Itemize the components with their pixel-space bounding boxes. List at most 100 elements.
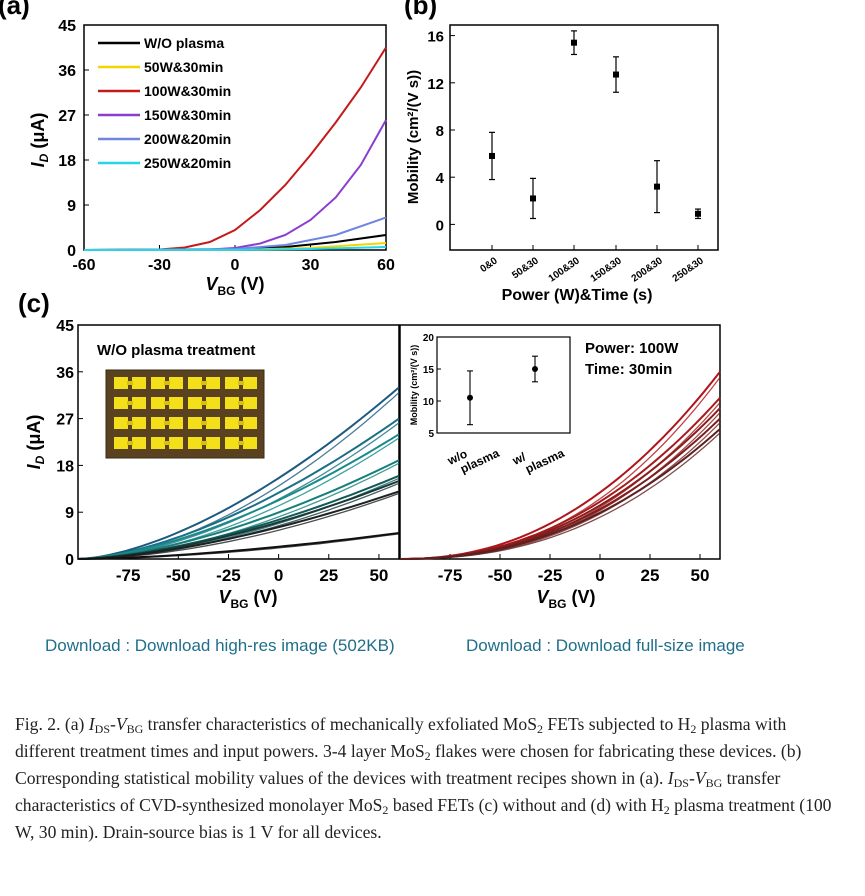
inset-ytick-label: 20 — [423, 333, 435, 344]
download-high-res-link[interactable]: Download : Download high-res image (502K… — [45, 636, 395, 655]
photo-pad — [114, 417, 128, 429]
photo-pad — [132, 417, 146, 429]
panel-a-ylabel: ID (μA) — [28, 113, 51, 168]
b-xtick-label: 100&30 — [547, 255, 582, 284]
photo-channel — [164, 381, 170, 385]
panel-d-frame — [399, 324, 721, 560]
photo-channel — [201, 381, 207, 385]
a-ytick-label: 9 — [67, 198, 76, 215]
photo-channel — [127, 401, 133, 405]
figure-caption: Fig. 2. (a) IDS-VBG transfer characteris… — [15, 714, 832, 842]
c-ytick-label: 45 — [56, 318, 74, 335]
b-point — [695, 210, 701, 217]
b-point — [613, 71, 619, 78]
c-xtick-label: -75 — [116, 566, 141, 585]
b-ytick-label: 12 — [427, 76, 444, 93]
inset-points — [467, 355, 538, 426]
a-legend-label: W/O plasma — [144, 35, 224, 51]
photo-pad — [206, 377, 220, 389]
photo-pad — [225, 397, 239, 409]
a-ytick-label: 18 — [58, 153, 76, 170]
c-series-6 — [77, 490, 400, 560]
d-xtick-label: 25 — [641, 566, 660, 585]
b-point — [654, 183, 660, 190]
b-xtick-label: 0&0 — [478, 255, 500, 275]
d-xtick-label: -50 — [488, 566, 513, 585]
photo-pad — [243, 377, 257, 389]
c-series-return-6 — [77, 492, 400, 560]
panel-label-b: (b) — [404, 0, 437, 20]
inset-category-label: w/oplasma — [444, 434, 501, 480]
photo-pad — [132, 437, 146, 449]
photo-channel — [238, 421, 244, 425]
photo-pad — [188, 437, 202, 449]
panel-b-points — [489, 30, 701, 220]
photo-pad — [243, 417, 257, 429]
device-array-photo — [105, 369, 265, 459]
d-series-3 — [400, 417, 721, 560]
panel-b-xlabel: Power (W)&Time (s) — [502, 287, 653, 304]
photo-pad — [206, 417, 220, 429]
b-ytick-label: 4 — [436, 170, 445, 187]
photo-pad — [225, 437, 239, 449]
b-xtick-label: 50&30 — [510, 255, 541, 281]
b-ytick-label: 16 — [427, 29, 444, 46]
c-xtick-label: 25 — [319, 566, 338, 585]
d-xtick-label: -75 — [438, 566, 463, 585]
photo-channel — [238, 401, 244, 405]
inset-point — [467, 394, 473, 401]
photo-pad — [132, 397, 146, 409]
inset-category-line: w/ — [509, 449, 528, 468]
d-series-return-3 — [400, 422, 721, 560]
a-xtick-label: 60 — [377, 257, 395, 274]
photo-channel — [164, 401, 170, 405]
photo-channel — [127, 421, 133, 425]
d-xtick-label: 0 — [595, 566, 604, 585]
panel-b-frame — [449, 24, 719, 251]
panel-c-ticks: -75 -50 -25 0 25 50 0 9 18 27 36 45 — [56, 318, 388, 585]
panel-d-xlabel: VBG (V) — [536, 587, 595, 611]
inset-category-label: w/plasma — [509, 434, 566, 480]
panel-a-frame — [83, 24, 387, 251]
photo-channel — [164, 421, 170, 425]
b-ytick-label: 8 — [436, 123, 444, 140]
photo-pad — [206, 437, 220, 449]
c-xtick-label: 50 — [369, 566, 388, 585]
photo-channel — [201, 441, 207, 445]
photo-channel — [127, 381, 133, 385]
c-series-0 — [77, 386, 400, 560]
c-ytick-label: 9 — [65, 505, 74, 522]
photo-pad — [151, 437, 165, 449]
b-ytick-label: 0 — [436, 217, 444, 234]
a-ytick-label: 0 — [67, 243, 76, 260]
panel-a-series — [83, 46, 387, 251]
inset-ytick-label: 15 — [423, 365, 435, 376]
d-xtick-label: 50 — [691, 566, 710, 585]
download-full-size-link[interactable]: Download : Download full-size image — [466, 636, 745, 655]
photo-pad — [188, 377, 202, 389]
b-xtick-label: 200&30 — [630, 255, 665, 284]
a-ytick-label: 27 — [58, 108, 76, 125]
panel-c-frame — [77, 324, 400, 560]
photo-pad — [225, 377, 239, 389]
panel-label-a: (a) — [0, 0, 30, 20]
panel-b-ticks: 0 4 8 12 16 0&0 50&30 100&30 150&30 200&30 250&30 — [427, 29, 706, 285]
inset-frame — [436, 336, 571, 434]
photo-pad — [114, 377, 128, 389]
photo-pad — [169, 417, 183, 429]
b-xtick-label: 250&30 — [671, 255, 706, 284]
photo-pad — [169, 377, 183, 389]
inset-ytick-label: 10 — [423, 397, 435, 408]
photo-pad — [188, 417, 202, 429]
a-series-2 — [83, 46, 387, 251]
c-ytick-label: 18 — [56, 458, 74, 475]
photo-pad — [243, 437, 257, 449]
panel-c-xlabel: VBG (V) — [218, 587, 277, 611]
panel-d-annotation-time: Time: 30min — [585, 361, 672, 378]
inset-point — [532, 366, 538, 372]
photo-pad — [206, 397, 220, 409]
b-point — [571, 39, 577, 46]
photo-channel — [164, 441, 170, 445]
c-ytick-label: 0 — [65, 552, 74, 569]
c-ytick-label: 36 — [56, 365, 74, 382]
